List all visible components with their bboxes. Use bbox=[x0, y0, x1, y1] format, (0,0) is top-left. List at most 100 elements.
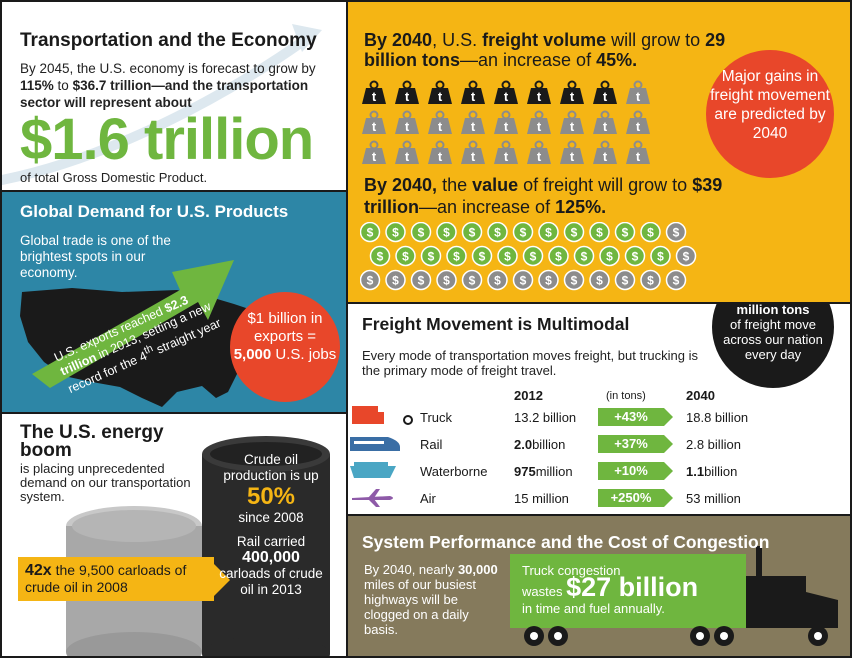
svg-text:$: $ bbox=[377, 250, 384, 264]
svg-text:$: $ bbox=[555, 250, 562, 264]
dollar-coins-graphic: $ $ $ $ $ $ $ $ $ $ $ $ $$ $ $ $ $ $ $ $ $ $ $ $ $$ $ $ $ $ $ $ $ $ $ $ $ $ bbox=[360, 222, 697, 291]
svg-text:t: t bbox=[636, 149, 641, 164]
svg-text:t: t bbox=[438, 149, 443, 164]
svg-text:t: t bbox=[504, 149, 509, 164]
svg-text:$: $ bbox=[530, 250, 537, 264]
svg-text:$: $ bbox=[428, 250, 435, 264]
svg-text:$: $ bbox=[479, 250, 486, 264]
svg-text:$: $ bbox=[418, 226, 425, 240]
svg-text:$: $ bbox=[673, 226, 680, 240]
svg-text:t: t bbox=[537, 149, 542, 164]
freight-volume-panel: By 2040, U.S. freight volume will grow t… bbox=[348, 2, 850, 302]
table-row-truck: Truck 13.2 billion +43% 18.8 billion bbox=[348, 406, 850, 428]
table-row-rail: Rail 2.0billion +37% 2.8 billion bbox=[348, 433, 850, 455]
svg-text:$: $ bbox=[402, 250, 409, 264]
dollar-coin-icon: $ bbox=[385, 269, 406, 291]
ton-weight-icon: t bbox=[395, 140, 419, 164]
volume-headline: By 2040, U.S. freight volume will grow t… bbox=[364, 30, 726, 70]
svg-text:t: t bbox=[570, 149, 575, 164]
ton-weight-icon: t bbox=[494, 140, 518, 164]
dollar-coin-icon: $ bbox=[446, 245, 467, 267]
svg-text:t: t bbox=[570, 89, 575, 104]
svg-text:t: t bbox=[372, 89, 377, 104]
header-2040: 2040 bbox=[686, 388, 715, 403]
svg-text:$: $ bbox=[392, 274, 399, 288]
jobs-circle: $1 billion in exports = 5,000 U.S. jobs bbox=[230, 292, 340, 402]
svg-text:$: $ bbox=[469, 226, 476, 240]
ton-weight-icon: t bbox=[560, 80, 584, 104]
svg-text:$: $ bbox=[647, 274, 654, 288]
svg-text:$: $ bbox=[596, 226, 603, 240]
dollar-coin-icon: $ bbox=[487, 269, 508, 291]
us-map-graphic bbox=[20, 260, 264, 407]
dollar-coin-icon: $ bbox=[665, 222, 687, 243]
dollar-coin-icon: $ bbox=[487, 222, 508, 243]
dollar-coin-icon: $ bbox=[640, 222, 661, 243]
value-headline: By 2040, the value of freight will grow … bbox=[364, 175, 723, 217]
svg-text:t: t bbox=[504, 89, 509, 104]
energy-body: is placing unprecedented demand on our t… bbox=[20, 461, 191, 504]
ton-weight-icon: t bbox=[428, 80, 452, 104]
change-badge: +10% bbox=[598, 462, 673, 480]
ton-weight-icon: t bbox=[560, 140, 584, 164]
svg-text:$: $ bbox=[673, 274, 680, 288]
global-title: Global Demand for U.S. Products bbox=[20, 202, 289, 221]
growth-swoosh-graphic bbox=[2, 24, 322, 185]
svg-text:t: t bbox=[438, 89, 443, 104]
svg-text:$: $ bbox=[545, 274, 552, 288]
ton-weight-icon: t bbox=[527, 140, 551, 164]
svg-text:t: t bbox=[471, 89, 476, 104]
truck-icon bbox=[352, 406, 413, 425]
dollar-coin-icon: $ bbox=[395, 245, 416, 267]
svg-text:t: t bbox=[372, 119, 377, 134]
ton-weight-icon: t bbox=[461, 140, 485, 164]
ton-weight-icon: t bbox=[593, 80, 617, 104]
multimodal-body: Every mode of transportation moves freig… bbox=[362, 348, 698, 378]
svg-text:t: t bbox=[504, 119, 509, 134]
ton-weight-icon: t bbox=[395, 80, 419, 104]
svg-text:$: $ bbox=[647, 226, 654, 240]
svg-text:$: $ bbox=[683, 250, 690, 264]
table-row-air: Air 15 million +250% 53 million bbox=[348, 487, 850, 509]
dollar-coin-icon: $ bbox=[410, 269, 432, 291]
dollar-coin-icon: $ bbox=[471, 245, 493, 267]
energy-panel: The U.S. energy boom is placing unpreced… bbox=[2, 412, 348, 656]
dollar-coin-icon: $ bbox=[360, 222, 381, 243]
ton-weight-icon: t bbox=[362, 80, 386, 104]
svg-text:$: $ bbox=[418, 274, 425, 288]
ton-weights-graphic: t t t t t t t t tt t t t t t t t tt t t t t t t t t bbox=[362, 80, 650, 164]
dollar-coin-icon: $ bbox=[410, 222, 432, 243]
economy-title: Transportation and the Economy bbox=[20, 30, 317, 51]
daily-freight-circle: 54 million tons of freight move across o… bbox=[712, 304, 834, 388]
dollar-coin-icon: $ bbox=[497, 245, 518, 267]
plane-icon bbox=[352, 489, 393, 507]
dollar-coin-icon: $ bbox=[589, 269, 610, 291]
dollar-coin-icon: $ bbox=[548, 245, 569, 267]
svg-text:t: t bbox=[405, 119, 410, 134]
svg-text:$: $ bbox=[392, 226, 399, 240]
dollar-coin-icon: $ bbox=[538, 222, 559, 243]
ton-weight-icon: t bbox=[527, 80, 551, 104]
gdp-share-value: $1.6 trillion bbox=[20, 107, 314, 172]
svg-text:$: $ bbox=[494, 226, 501, 240]
svg-text:$: $ bbox=[520, 226, 527, 240]
ton-weight-icon: t bbox=[461, 110, 485, 134]
ton-weight-icon: t bbox=[626, 80, 650, 104]
dollar-coin-icon: $ bbox=[461, 222, 483, 243]
svg-text:t: t bbox=[537, 89, 542, 104]
ton-weight-icon: t bbox=[560, 110, 584, 134]
svg-text:$: $ bbox=[571, 226, 578, 240]
svg-text:$: $ bbox=[367, 274, 374, 288]
svg-text:$: $ bbox=[622, 274, 629, 288]
svg-text:t: t bbox=[603, 89, 608, 104]
svg-text:t: t bbox=[636, 89, 641, 104]
congestion-panel: System Performance and the Cost of Conge… bbox=[348, 514, 850, 656]
ton-weight-icon: t bbox=[428, 140, 452, 164]
ton-weight-icon: t bbox=[461, 80, 485, 104]
svg-text:t: t bbox=[438, 119, 443, 134]
barrel-text: Crude oil production is up 50% since 200… bbox=[216, 452, 326, 598]
gains-circle: Major gains in freight movement are pred… bbox=[706, 50, 834, 178]
congestion-body: By 2040, nearly 30,000 miles of our busi… bbox=[364, 562, 498, 637]
congestion-cost: $27 billion bbox=[566, 572, 699, 602]
